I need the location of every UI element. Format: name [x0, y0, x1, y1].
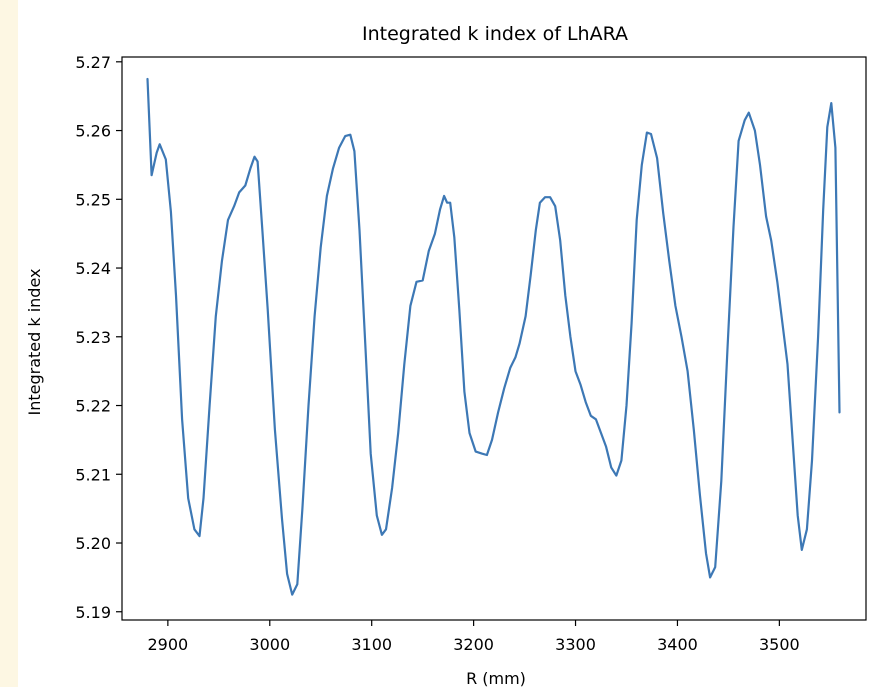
y-tick-label: 5.27: [75, 53, 111, 72]
x-tick-label: 3500: [759, 635, 800, 654]
y-tick-label: 5.19: [75, 603, 111, 622]
x-tick-label: 2900: [148, 635, 189, 654]
y-axis: 5.19 5.20 5.21 5.22 5.23 5.24 5.25 5.26 5.27: [75, 53, 122, 622]
y-tick-label: 5.23: [75, 328, 111, 347]
line-chart: Integrated k index of LhARA 2900 3000 3100…: [25, 23, 867, 687]
y-tick-label: 5.24: [75, 259, 111, 278]
plot-frame: [121, 56, 867, 621]
x-tick-label: 3000: [249, 635, 290, 654]
y-axis-title: Integrated k index: [25, 269, 44, 416]
x-tick-label: 3300: [555, 635, 596, 654]
y-tick-label: 5.26: [75, 122, 111, 141]
x-tick-label: 3200: [453, 635, 494, 654]
y-tick-label: 5.22: [75, 397, 111, 416]
figure: Integrated k index of LhARA 2900 3000 3100…: [18, 0, 890, 687]
plot-area: [121, 56, 867, 621]
x-axis: 2900 3000 3100 3200 3300 3400 3500: [148, 620, 800, 654]
y-tick-label: 5.20: [75, 534, 111, 553]
x-axis-title: R (mm): [466, 669, 526, 687]
x-tick-label: 3400: [657, 635, 698, 654]
y-tick-label: 5.21: [75, 465, 111, 484]
chart-title: Integrated k index of LhARA: [362, 23, 628, 45]
y-tick-label: 5.25: [75, 190, 111, 209]
series-line-1: [146, 77, 841, 596]
x-tick-label: 3100: [351, 635, 392, 654]
